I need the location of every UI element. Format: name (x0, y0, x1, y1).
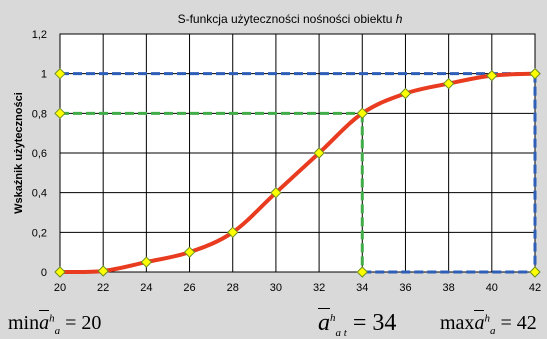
y-tick-label-4: 0,8 (32, 108, 47, 120)
data-point-0-7 (356, 107, 368, 120)
formula-min-value: = 20 (60, 312, 102, 334)
data-point-0-8 (399, 87, 412, 100)
data-point-0-5 (270, 186, 282, 199)
reference-marker-3 (529, 266, 541, 278)
data-point-0-6 (313, 147, 325, 159)
y-tick-label-0: 0 (41, 267, 47, 279)
formula-min-symbol: a (39, 310, 50, 335)
data-point-0-9 (442, 77, 455, 90)
x-tick-label-2: 24 (140, 282, 152, 294)
formula-min-sup: h (49, 312, 55, 325)
x-tick-label-6: 32 (313, 282, 325, 294)
formula-mid-base: a (318, 310, 330, 336)
reference-lines (60, 72, 537, 274)
formula-min-base: a (39, 312, 50, 334)
y-axis-label: Wskaźnik użyteczności (13, 92, 25, 214)
data-point-0-0 (54, 266, 66, 278)
data-point-0-4 (227, 226, 239, 239)
x-tick-label-9: 38 (443, 282, 455, 294)
data-point-0-1 (97, 265, 109, 277)
x-tick-label-4: 28 (227, 282, 239, 294)
y-tick-label-1: 0,2 (32, 227, 47, 239)
formula-min-prefix: min (8, 312, 40, 334)
formula-mid-symbol: a (318, 308, 330, 337)
formula-max-prefix: max (440, 312, 475, 334)
formula-mid-value: = 34 (346, 310, 397, 336)
y-tick-labels: 0 0,2 0,4 0,6 0,8 1 1,2 (32, 29, 47, 279)
formula-max-sup: h (484, 312, 490, 325)
x-tick-label-0: 20 (54, 282, 66, 294)
x-tick-label-3: 26 (183, 282, 195, 294)
reference-marker-2 (356, 266, 368, 278)
data-point-0-10 (486, 69, 498, 82)
chart-title-text: S-funkcja użyteczności nośności obiektu (178, 12, 396, 26)
x-tick-label-5: 30 (270, 282, 282, 294)
formula-mid-sub: a t (335, 326, 347, 339)
y-tick-label-2: 0,4 (32, 188, 47, 200)
formula-min: minaha = 20 (8, 310, 102, 337)
formula-mid-sup: h (330, 312, 336, 324)
reference-marker-1 (54, 107, 66, 120)
formula-min-sub: a (54, 325, 61, 337)
chart-title: S-funkcja użyteczności nośności obiektu … (178, 12, 403, 26)
formula-max-value: = 42 (495, 312, 537, 334)
x-tick-label-8: 36 (399, 282, 411, 294)
data-point-0-3 (183, 246, 196, 258)
formula-max-sub: a (489, 325, 496, 337)
chart-title-symbol: h (396, 12, 403, 26)
formula-max-symbol: a (474, 310, 485, 335)
x-tick-label-11: 42 (529, 282, 541, 294)
x-tick-label-10: 40 (486, 282, 498, 294)
marker-group (54, 67, 541, 278)
y-tick-label-6: 1,2 (32, 29, 47, 41)
data-point-0-2 (140, 256, 153, 268)
x-tick-labels: 20 22 24 26 28 30 32 34 36 38 40 42 (54, 282, 541, 294)
x-tick-label-1: 22 (97, 282, 109, 294)
reference-marker-0 (54, 67, 66, 80)
reference-marker-4 (529, 67, 541, 80)
formula-max-base: a (474, 312, 485, 334)
y-tick-label-5: 1 (41, 69, 47, 81)
formula-max: maxaha = 42 (440, 310, 537, 337)
x-tick-label-7: 34 (356, 282, 368, 294)
formula-mid: ah a t = 34 (318, 308, 397, 339)
y-tick-label-3: 0,6 (32, 148, 47, 160)
